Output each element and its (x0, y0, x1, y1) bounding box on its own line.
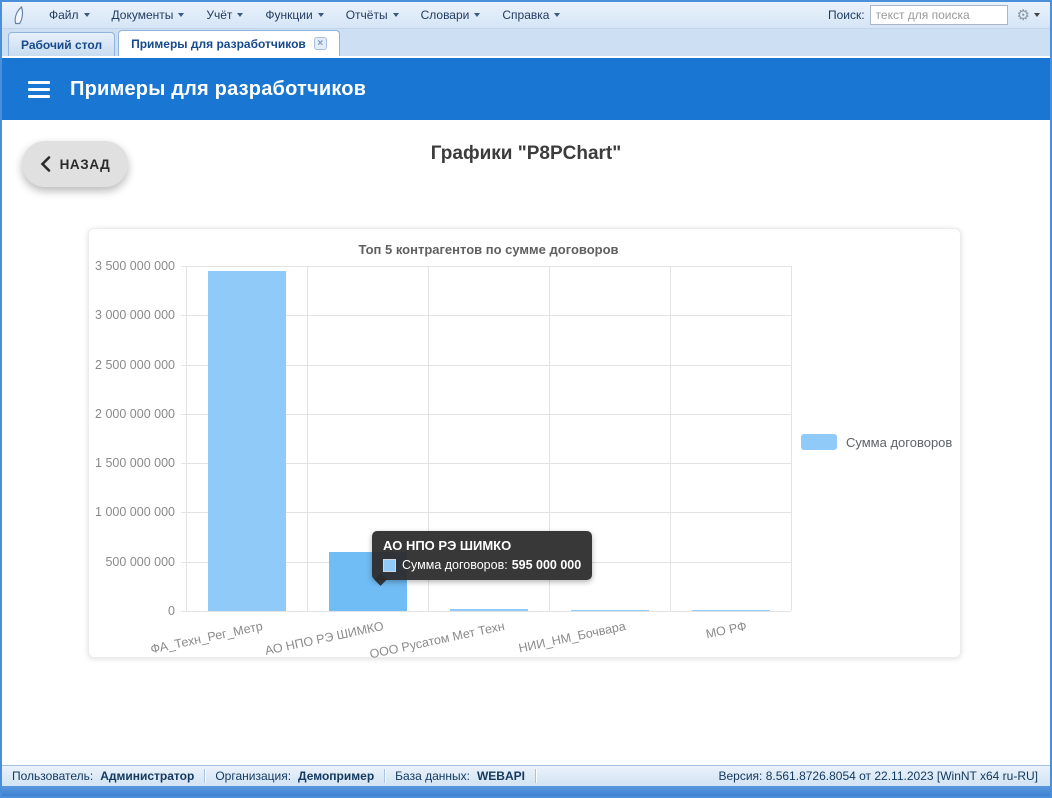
menu-item-accounting[interactable]: Учёт (195, 3, 254, 27)
gridline (791, 266, 792, 611)
app-logo-sail-icon (12, 5, 30, 25)
status-item-label: База данных: (395, 769, 470, 783)
status-item-value: Демопример (298, 769, 375, 783)
chevron-down-icon (237, 13, 244, 17)
gridline (181, 315, 791, 317)
menu-item-file[interactable]: Файл (38, 3, 101, 27)
gridline (181, 413, 791, 415)
tab-strip: Рабочий стол Примеры для разработчиков × (2, 29, 1050, 56)
content-area: НАЗАД Графики "P8PChart" Топ 5 контраген… (2, 120, 1050, 765)
y-axis-label: 1 000 000 000 (95, 505, 175, 520)
gridline (181, 364, 791, 366)
menu-item-label: Файл (49, 8, 79, 22)
app-header-title: Примеры для разработчиков (70, 77, 367, 100)
menu-item-label: Учёт (206, 8, 233, 22)
gridline (186, 266, 187, 611)
y-axis-label: 3 000 000 000 (95, 308, 175, 323)
status-item-organization: Организация: Демопример (205, 769, 386, 783)
status-item-label: Пользователь: (12, 769, 94, 783)
chevron-down-icon (474, 13, 481, 17)
chevron-down-icon (83, 13, 90, 17)
tooltip-series-label: Сумма договоров: (402, 558, 508, 572)
status-item-user: Пользователь: Администратор (10, 769, 206, 783)
y-axis-label: 0 (168, 604, 175, 618)
chart-tooltip: АО НПО РЭ ШИМКО Сумма договоров: 595 000… (372, 531, 593, 586)
chevron-down-icon (317, 13, 324, 17)
y-axis-label: 3 500 000 000 (95, 259, 175, 273)
status-items: Пользователь: Администратор Организация: Де… (10, 769, 536, 783)
chevron-down-icon (1034, 13, 1040, 17)
legend-label: Сумма договоров (846, 434, 953, 450)
tab-desktop[interactable]: Рабочий стол (8, 32, 116, 56)
menu-item-label: Словари (420, 8, 470, 22)
status-item-database: База данных: WEBAPI (385, 769, 536, 783)
search-settings-button[interactable]: ⚙ (1013, 4, 1044, 26)
tooltip-series-value: 595 000 000 (511, 558, 582, 572)
close-icon[interactable]: × (313, 37, 327, 50)
tab-dev-examples[interactable]: Примеры для разработчиков × (118, 30, 340, 56)
status-item-value: Администратор (100, 769, 195, 783)
y-axis-label: 500 000 000 (105, 554, 175, 569)
menu-item-label: Справка (502, 8, 550, 22)
menu-item-label: Функции (265, 8, 313, 22)
gridline (181, 512, 791, 514)
y-axis-label: 2 000 000 000 (95, 406, 175, 421)
hamburger-menu-icon[interactable] (28, 80, 50, 98)
y-axis-label: 2 500 000 000 (95, 357, 175, 372)
back-button-label: НАЗАД (59, 156, 111, 172)
main-menubar: Файл Документы Учёт Функции Отчёты Словари Спр… (2, 2, 1050, 29)
y-axis-label: 1 500 000 000 (95, 456, 175, 471)
search-input[interactable] (869, 5, 1008, 25)
page-title: Графики "P8PChart" (430, 143, 622, 164)
status-item-value: WEBAPI (476, 769, 525, 783)
menu-items: Файл Документы Учёт Функции Отчёты Словари Спр… (38, 3, 571, 27)
bar-ФА_Техн_Рег_Метр[interactable] (207, 271, 286, 611)
bar-МО РФ[interactable] (691, 610, 770, 611)
bar-ООО Русатом Мет Техн[interactable] (449, 609, 528, 611)
gridline (181, 611, 791, 612)
gridline (428, 266, 429, 611)
chart-legend[interactable]: Сумма договоров (801, 434, 952, 450)
status-item-label: Организация: (215, 769, 292, 783)
back-button[interactable]: НАЗАД (22, 141, 128, 187)
tab-strip-gap (2, 56, 1050, 58)
bar-НИИ_НМ_Бочвара[interactable] (570, 610, 649, 611)
gridline (670, 266, 671, 611)
menu-item-functions[interactable]: Функции (254, 3, 334, 27)
chevron-down-icon (554, 13, 561, 17)
menu-item-label: Отчёты (345, 8, 388, 22)
tooltip-series-swatch (383, 558, 396, 572)
tab-label: Примеры для разработчиков (131, 36, 306, 51)
app-header: Примеры для разработчиков (2, 58, 1050, 120)
gridline (549, 266, 550, 611)
tooltip-title: АО НПО РЭ ШИМКО (383, 538, 512, 553)
window-bottom-border (2, 786, 1050, 796)
chart-title: Топ 5 контрагентов по сумме договоров (358, 242, 619, 257)
chart-card: Топ 5 контрагентов по сумме договоров Су… (88, 228, 961, 661)
version-info: Версия: 8.561.8726.8054 от 22.11.2023 [W… (718, 769, 1038, 783)
menu-item-dictionaries[interactable]: Словари (410, 3, 492, 27)
search-label: Поиск: (827, 8, 865, 22)
tab-label: Рабочий стол (21, 37, 103, 52)
gridline (307, 266, 308, 611)
tooltip-series-row: Сумма договоров: 595 000 000 (383, 558, 581, 572)
menu-item-help[interactable]: Справка (491, 3, 571, 27)
chevron-down-icon (178, 13, 185, 17)
legend-swatch (801, 434, 837, 450)
status-bar: Пользователь: Администратор Организация: Де… (2, 765, 1050, 786)
chevron-down-icon (392, 13, 399, 17)
gear-icon: ⚙ (1016, 6, 1030, 24)
gridline (181, 463, 791, 465)
menu-item-documents[interactable]: Документы (101, 3, 196, 27)
gridline (181, 266, 791, 267)
menu-item-reports[interactable]: Отчёты (335, 3, 410, 27)
chevron-left-icon (40, 156, 50, 172)
menu-item-label: Документы (111, 8, 174, 22)
